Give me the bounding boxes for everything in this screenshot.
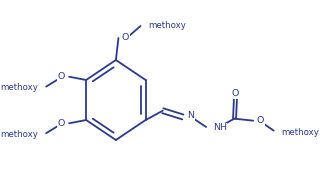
Text: methoxy: methoxy xyxy=(1,130,38,139)
Text: methoxy: methoxy xyxy=(1,83,38,92)
Text: methoxy: methoxy xyxy=(281,128,319,137)
Text: O: O xyxy=(57,72,65,81)
Text: O: O xyxy=(257,116,264,125)
Text: O: O xyxy=(232,89,239,98)
Text: methoxy: methoxy xyxy=(148,20,186,30)
Text: NH: NH xyxy=(213,124,227,132)
Text: N: N xyxy=(187,111,194,121)
Text: O: O xyxy=(57,119,65,128)
Text: O: O xyxy=(122,33,129,41)
